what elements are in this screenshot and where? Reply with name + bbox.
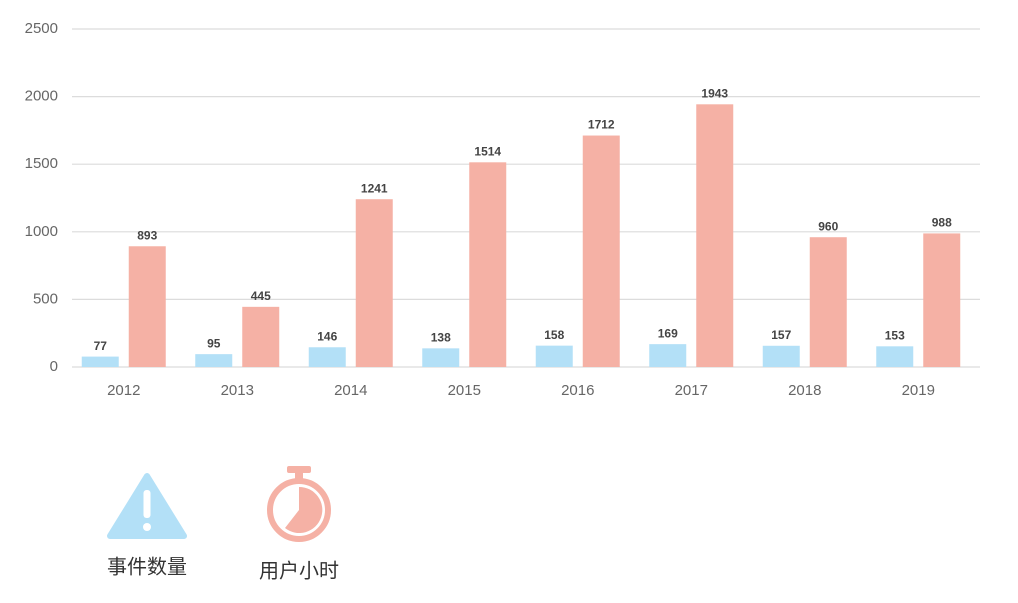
legend-icon [285, 486, 323, 533]
bar [355, 199, 393, 367]
bar [81, 356, 119, 367]
y-tick-label: 500 [33, 290, 58, 307]
legend-item: 事件数量 [107, 473, 187, 579]
x-tick-label: 2016 [561, 382, 594, 399]
x-tick-label: 2017 [675, 382, 708, 399]
y-tick-label: 1500 [25, 155, 58, 172]
data-label: 1943 [701, 86, 728, 100]
data-label: 95 [207, 336, 221, 350]
legend-icon [295, 471, 303, 479]
bar [649, 344, 687, 367]
x-tick-label: 2015 [448, 382, 481, 399]
data-label: 960 [818, 219, 838, 233]
bar [128, 246, 166, 367]
data-label: 77 [94, 339, 108, 353]
data-label: 988 [932, 216, 952, 230]
legend-label: 用户小时 [259, 559, 339, 583]
data-label: 158 [544, 328, 564, 342]
bar [809, 237, 847, 367]
data-label: 1514 [474, 144, 501, 158]
bar [696, 104, 734, 367]
y-tick-label: 2500 [25, 20, 58, 37]
data-label: 146 [317, 329, 337, 343]
data-label: 1712 [588, 118, 615, 132]
legend-icon-mark [143, 523, 151, 531]
x-tick-label: 2014 [334, 382, 367, 399]
x-tick-label: 2012 [107, 382, 140, 399]
data-label: 1241 [361, 181, 388, 195]
x-tick-label: 2013 [221, 382, 254, 399]
bar [762, 345, 800, 367]
bar [876, 346, 914, 367]
data-label: 169 [658, 326, 678, 340]
data-label: 157 [771, 328, 791, 342]
bar [422, 348, 460, 367]
legend-item: 用户小时 [259, 466, 339, 583]
data-label: 138 [431, 331, 451, 345]
y-tick-label: 0 [50, 358, 58, 375]
legend-label: 事件数量 [107, 555, 187, 579]
x-tick-label: 2019 [902, 382, 935, 399]
bar [242, 306, 280, 367]
y-tick-label: 1000 [25, 223, 58, 240]
legend-icon-mark [143, 490, 151, 518]
bar [308, 347, 346, 367]
bar [923, 233, 961, 367]
data-label: 893 [137, 228, 157, 242]
y-tick-label: 2000 [25, 88, 58, 105]
data-label: 445 [251, 289, 271, 303]
legend-icon [287, 466, 311, 473]
bar [195, 354, 233, 367]
bar [469, 162, 507, 367]
bar [535, 345, 573, 367]
x-tick-label: 2018 [788, 382, 821, 399]
bar [582, 135, 620, 367]
data-label: 153 [885, 328, 905, 342]
